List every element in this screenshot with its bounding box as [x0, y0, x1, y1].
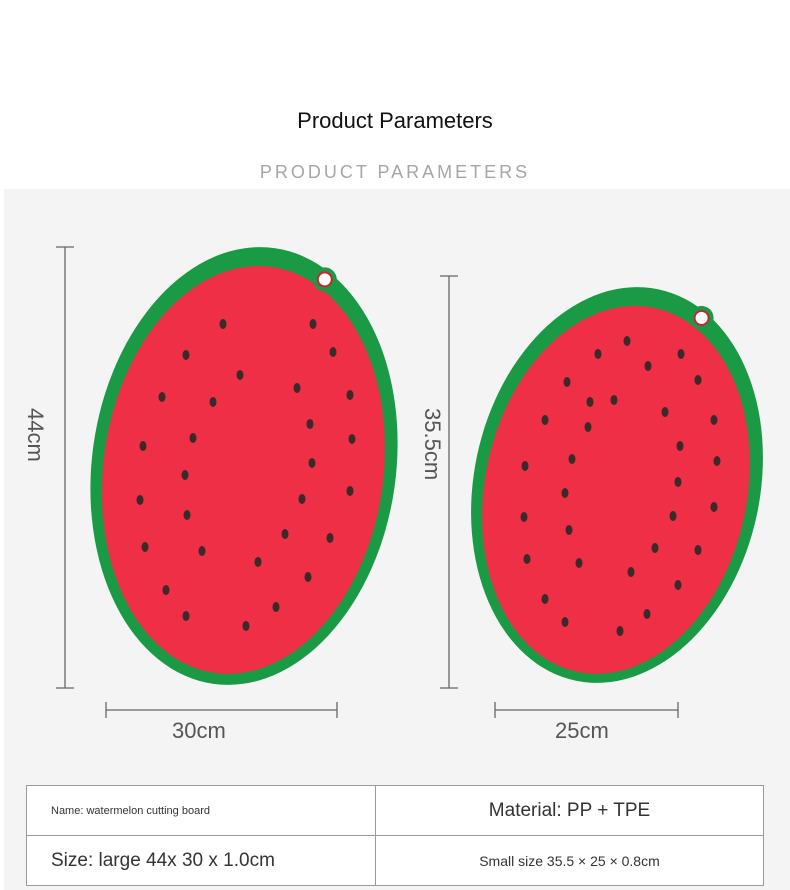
- small-width-dimension-line: [494, 702, 679, 718]
- large-size-cell: Size: large 44x 30 x 1.0cm: [26, 835, 376, 886]
- large-board-seeds: [136, 319, 356, 631]
- page-title: Product Parameters: [297, 108, 493, 133]
- large-watermelon-board: [90, 247, 398, 685]
- material-cell: Material: PP + TPE: [375, 785, 764, 836]
- product-name-cell: Name: watermelon cutting board: [26, 785, 376, 836]
- small-width-label: 25cm: [555, 718, 609, 743]
- table-row: Size: large 44x 30 x 1.0cm Small size 35…: [26, 835, 764, 886]
- small-height-label: 35.5cm: [420, 408, 445, 481]
- small-size-cell: Small size 35.5 × 25 × 0.8cm: [375, 835, 764, 886]
- small-board-seeds: [520, 336, 721, 636]
- small-watermelon-board: [471, 287, 763, 683]
- small-height-dimension-line: [440, 275, 458, 689]
- large-height-dimension-line: [56, 246, 74, 689]
- large-width-label: 30cm: [172, 718, 226, 743]
- parameters-table: Name: watermelon cutting board Material:…: [26, 785, 764, 886]
- table-row: Name: watermelon cutting board Material:…: [26, 785, 764, 836]
- page-subtitle: PRODUCT PARAMETERS: [259, 162, 531, 182]
- large-width-dimension-line: [105, 702, 338, 718]
- large-height-label: 44cm: [23, 408, 48, 462]
